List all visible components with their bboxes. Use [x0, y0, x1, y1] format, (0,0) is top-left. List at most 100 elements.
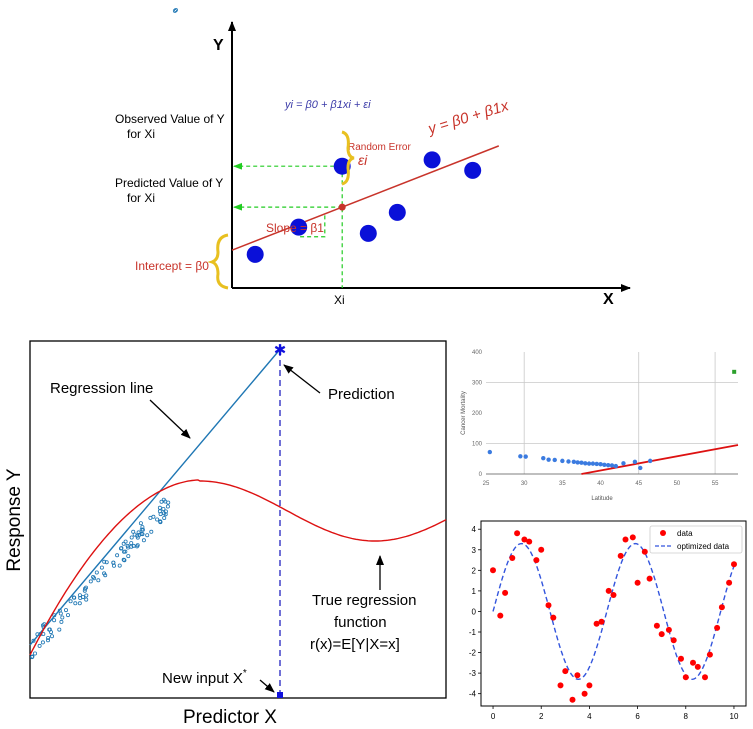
- data-point: [526, 538, 533, 545]
- data-point: [538, 546, 545, 553]
- data-point: [161, 511, 166, 516]
- data-point: [605, 462, 611, 468]
- data-point: [155, 517, 160, 522]
- data-point: [690, 659, 696, 666]
- data-point: [423, 151, 441, 169]
- data-point: [638, 465, 643, 471]
- true-regression-label-3: r(x)=E[Y|X=x]: [310, 636, 400, 653]
- random-error-label: Random Error: [348, 142, 411, 153]
- x-tick-label: 25: [483, 481, 490, 487]
- data-point: [52, 618, 57, 623]
- data-point: [521, 536, 528, 543]
- true-regression-label-1: True regression: [312, 592, 417, 609]
- data-point: [575, 460, 580, 465]
- data-point: [571, 459, 577, 464]
- data-point: [149, 529, 154, 534]
- data-point: [119, 546, 124, 551]
- y-tick-label: -4: [469, 690, 477, 699]
- data-point: [560, 458, 565, 464]
- line-equation: y = β0 + β1x: [425, 97, 511, 138]
- prediction-arrow: [283, 364, 321, 394]
- data-point: [590, 461, 596, 466]
- prediction-star: ✱: [274, 342, 287, 359]
- x-tick-label: 45: [635, 481, 642, 487]
- outlier-point: [732, 369, 737, 374]
- data-point: [487, 449, 493, 455]
- data-point: [586, 461, 592, 466]
- data-point: [173, 7, 178, 12]
- data-point: [122, 549, 127, 554]
- y-tick-label: 2: [472, 566, 477, 575]
- data-point: [77, 593, 82, 598]
- epsilon-label: εi: [358, 152, 368, 168]
- data-point: [333, 157, 351, 175]
- data-point: [593, 620, 600, 627]
- data-point: [81, 595, 86, 600]
- data-point: [83, 586, 88, 591]
- data-point: [59, 619, 64, 624]
- data-point: [598, 618, 605, 625]
- data-point: [139, 527, 144, 532]
- data-point: [694, 663, 701, 670]
- data-point: [163, 499, 168, 504]
- data-point: [629, 534, 636, 541]
- data-point: [514, 530, 521, 537]
- data-point: [134, 544, 139, 549]
- data-point: [682, 674, 689, 681]
- data-point: [509, 555, 516, 561]
- data-point: [598, 462, 603, 467]
- legend-data-label: data: [677, 529, 693, 538]
- x-tick-label: 40: [597, 481, 604, 487]
- data-point: [586, 682, 593, 689]
- data-point: [129, 535, 134, 540]
- data-point: [574, 672, 581, 679]
- data-point: [621, 461, 626, 466]
- data-point: [718, 604, 725, 611]
- data-point: [140, 532, 145, 537]
- data-point: [50, 634, 55, 639]
- x-tick-label: 55: [712, 481, 719, 487]
- data-point: [714, 624, 721, 631]
- data-point: [359, 224, 377, 242]
- data-point: [706, 651, 713, 658]
- data-point: [632, 459, 638, 464]
- x-axis-label: Predictor X: [183, 707, 277, 728]
- data-point: [102, 559, 107, 564]
- data-point: [613, 463, 619, 469]
- data-point: [91, 575, 96, 580]
- y-tick-label: -2: [469, 649, 477, 658]
- legend: data optimized data: [649, 525, 743, 554]
- regression-line-label: Regression line: [50, 380, 153, 397]
- regression-line: [29, 346, 283, 646]
- data-point: [726, 579, 733, 586]
- data-point: [73, 601, 78, 606]
- x-tick-label: 6: [635, 712, 640, 721]
- data-point: [96, 578, 101, 583]
- data-point: [602, 462, 607, 468]
- x-tick-label: 0: [491, 712, 496, 721]
- data-point: [125, 543, 130, 548]
- regression-line-arrow: [149, 399, 191, 439]
- new-input-label: New input X*: [162, 668, 247, 687]
- data-point: [68, 599, 73, 604]
- error-brace: [341, 130, 355, 186]
- sine-fit-chart: 0 2 4 6 8 10 -4 -3 -2 -1 0 1 2 3 4 data optimized data: [469, 520, 747, 721]
- data-point: [126, 554, 131, 559]
- y-tick-label: 4: [472, 525, 477, 534]
- prediction-label: Prediction: [328, 386, 395, 403]
- y-tick-label: -3: [469, 669, 477, 678]
- legend-optimized-label: optimized data: [677, 542, 730, 551]
- data-point: [117, 563, 122, 568]
- data-point: [388, 203, 406, 221]
- data-point: [33, 651, 38, 656]
- data-point: [557, 682, 564, 689]
- data-point: [159, 499, 164, 504]
- data-point: [562, 668, 569, 675]
- data-point: [165, 504, 170, 509]
- y-tick-label: 200: [472, 411, 483, 417]
- data-point: [145, 533, 150, 538]
- x-axis-label: Latitude: [591, 496, 613, 502]
- plot-frame: [29, 340, 447, 699]
- data-point: [30, 654, 35, 659]
- data-point: [151, 514, 156, 519]
